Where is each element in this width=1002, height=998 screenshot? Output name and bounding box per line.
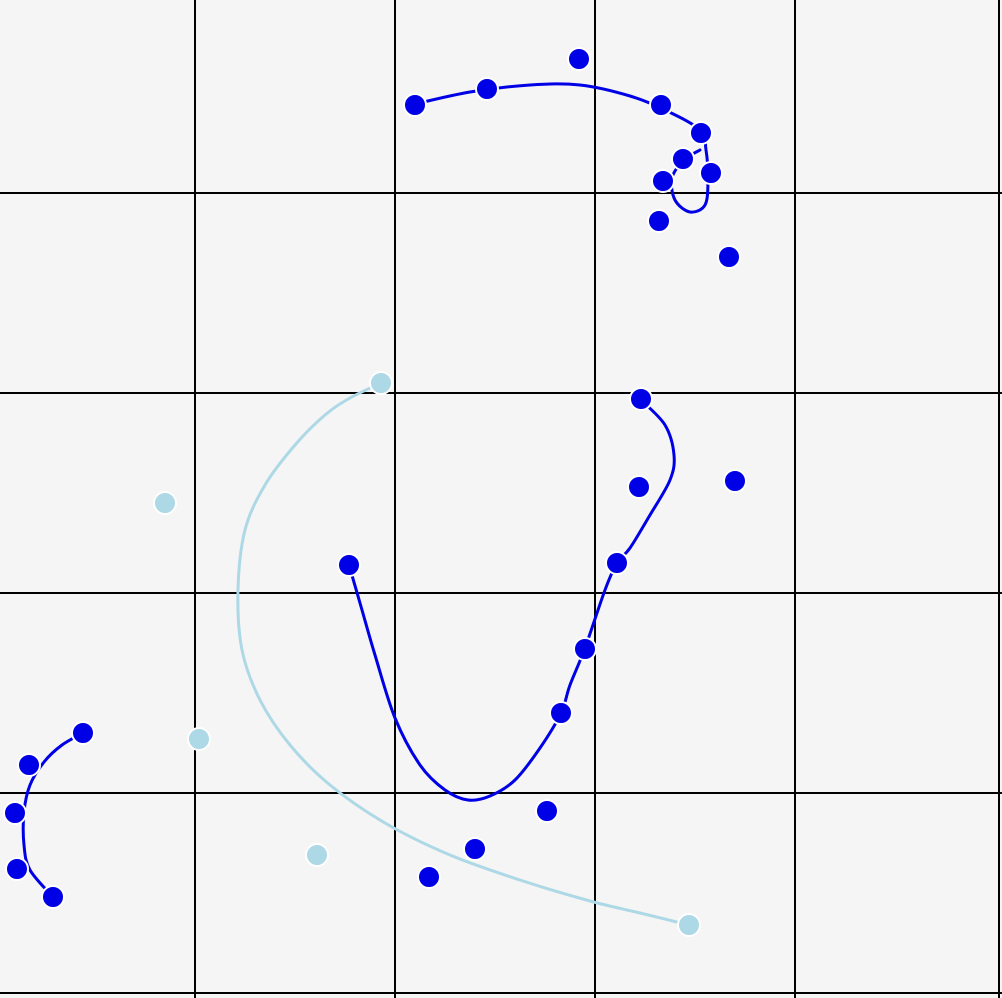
point-18	[573, 637, 597, 661]
point-3	[567, 47, 591, 71]
points-layer	[3, 47, 747, 937]
point-5	[689, 121, 713, 145]
point-4	[649, 93, 673, 117]
point-17	[337, 553, 361, 577]
point-28	[417, 865, 441, 889]
point-1	[403, 93, 427, 117]
point-8	[651, 169, 675, 193]
curve-light	[236, 381, 691, 927]
point-23	[535, 799, 559, 823]
point-21	[187, 727, 211, 751]
point-2	[475, 77, 499, 101]
point-13	[723, 469, 747, 493]
point-30	[677, 913, 701, 937]
point-25	[463, 837, 487, 861]
point-22	[17, 753, 41, 777]
point-24	[3, 801, 27, 825]
point-6	[671, 147, 695, 171]
point-12	[629, 387, 653, 411]
point-26	[305, 843, 329, 867]
point-27	[5, 857, 29, 881]
point-16	[605, 551, 629, 575]
point-29	[41, 885, 65, 909]
point-11	[369, 371, 393, 395]
point-20	[71, 721, 95, 745]
point-19	[549, 701, 573, 725]
point-15	[153, 491, 177, 515]
point-14	[627, 475, 651, 499]
point-10	[717, 245, 741, 269]
point-7	[699, 161, 723, 185]
point-9	[647, 209, 671, 233]
